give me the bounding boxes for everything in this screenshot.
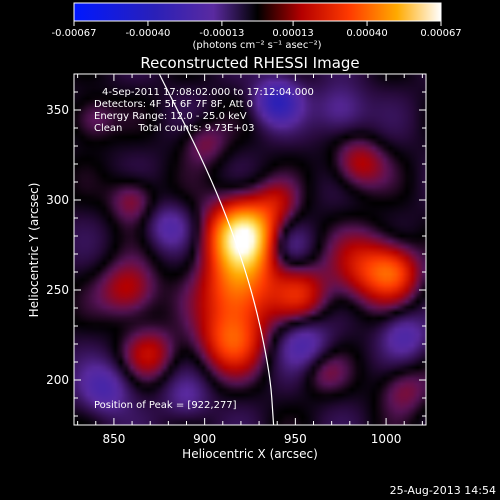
annotation-block: 4-Sep-2011 17:08:02.000 to 17:12:04.000 …	[94, 87, 314, 411]
colorbar-tick-label: -0.00013	[199, 28, 244, 39]
chart-title: Reconstructed RHESSI Image	[140, 54, 359, 72]
plot-area: 850 900 950 1000 200 250 300 350	[46, 73, 427, 446]
y-tick-label: 350	[46, 103, 69, 117]
colorbar-gradient	[73, 2, 442, 22]
colorbar-tick-label: 0.00040	[346, 28, 387, 39]
colorbar-tick-label: 0.00067	[420, 28, 461, 39]
y-tick-label: 300	[46, 193, 69, 207]
x-tick-label: 1000	[371, 432, 402, 446]
x-tick-label: 900	[193, 432, 216, 446]
solar-limb-line	[158, 74, 275, 425]
x-tick-label: 950	[284, 432, 307, 446]
x-axis-label: Heliocentric X (arcsec)	[182, 447, 318, 461]
colorbar-tick-label: -0.00040	[125, 28, 170, 39]
axis-ticks: 850 900 950 1000 200 250 300 350	[46, 73, 426, 446]
colorbar-tick-label: 0.00013	[272, 28, 313, 39]
annotation-energy-range: Energy Range: 12.0 - 25.0 keV	[94, 111, 247, 122]
colorbar: -0.00067 -0.00040 -0.00013 0.00013 0.00040 0.…	[52, 2, 462, 51]
annotation-peak-position: Position of Peak = [922,277]	[94, 400, 237, 411]
footer-timestamp: 25-Aug-2013 14:54	[390, 484, 496, 497]
y-tick-label: 200	[46, 373, 69, 387]
colorbar-ticks: -0.00067 -0.00040 -0.00013 0.00013 0.00040 0.…	[52, 21, 462, 39]
annotation-time-range: 4-Sep-2011 17:08:02.000 to 17:12:04.000	[102, 87, 314, 98]
plot-frame	[73, 73, 427, 426]
heatmap-image	[74, 74, 426, 425]
y-axis-label: Heliocentric Y (arcsec)	[27, 183, 41, 318]
y-tick-label: 250	[46, 283, 69, 297]
x-tick-label: 850	[102, 432, 125, 446]
annotation-detectors: Detectors: 4F 5F 6F 7F 8F, Att 0	[94, 99, 253, 110]
colorbar-tick-label: -0.00067	[52, 28, 97, 39]
colorbar-units-label: (photons cm⁻² s⁻¹ asec⁻²)	[192, 40, 321, 51]
annotation-method-counts: Clean Total counts: 9.73E+03	[94, 123, 254, 134]
